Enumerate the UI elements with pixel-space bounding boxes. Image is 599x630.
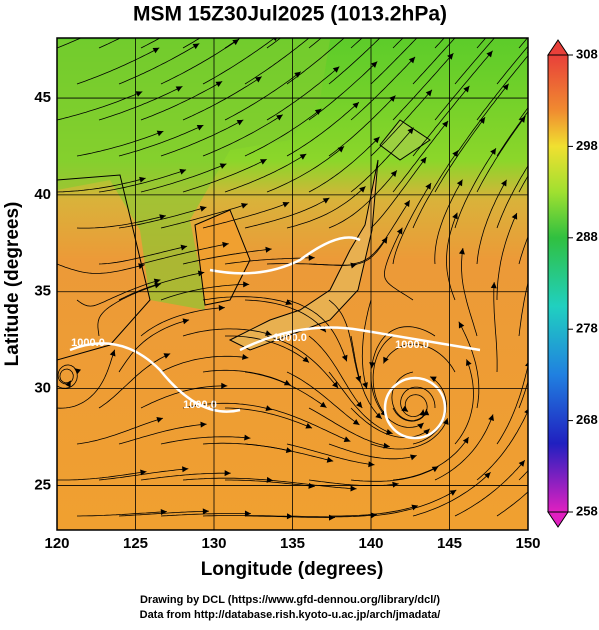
x-tick-label: 145	[437, 535, 462, 552]
streamline-arrow	[586, 84, 592, 91]
colorbar-tick-label: 288	[576, 229, 598, 244]
footer-credit: Drawing by DCL (https://www.gfd-dennou.o…	[140, 594, 440, 606]
footer-source: Data from http://database.rish.kyoto-u.a…	[140, 609, 441, 621]
streamline-arrow	[350, 27, 356, 33]
streamline-arrow	[540, 322, 546, 329]
streamline-arrow	[534, 249, 540, 256]
colorbar	[548, 55, 568, 512]
y-tick-label: 45	[34, 89, 51, 106]
y-tick-label: 25	[34, 476, 51, 493]
streamline-arrow	[467, 17, 473, 23]
streamline-arrow	[579, 367, 584, 374]
colorbar-tick-label: 268	[576, 412, 598, 427]
contour-label: 1000.0	[395, 339, 429, 351]
chart-title: MSM 15Z30Jul2025 (1013.2hPa)	[133, 3, 447, 26]
x-tick-label: 140	[358, 535, 383, 552]
y-tick-label: 30	[34, 380, 51, 397]
streamline-arrow	[311, 31, 318, 37]
streamline-arrow	[507, 16, 513, 22]
colorbar-max-arrow	[548, 40, 568, 55]
colorbar-min-arrow	[548, 512, 568, 527]
map-area: 1000.0 1000.0 1000.0 1000.0	[49, 0, 599, 530]
streamline-arrow	[533, 149, 539, 156]
x-tick-label: 135	[280, 535, 305, 552]
y-tick-label: 40	[34, 186, 51, 203]
x-tick-label: 120	[44, 535, 69, 552]
x-tick-label: 150	[515, 535, 540, 552]
x-tick-label: 130	[201, 535, 226, 552]
x-tick-label: 125	[123, 535, 148, 552]
streamline-arrow	[568, 217, 574, 224]
streamline-arrow	[548, 15, 554, 22]
contour-label: 1000.0	[71, 337, 105, 349]
y-tick-label: 35	[34, 283, 51, 300]
colorbar-tick-label: 278	[576, 321, 598, 336]
contour-label: 1000.0	[273, 332, 307, 344]
y-axis-label: Latitude (degrees)	[2, 202, 23, 367]
colorbar-tick-label: 258	[576, 503, 598, 518]
streamline-arrow	[291, 0, 298, 1]
colorbar-tick-label: 308	[576, 46, 598, 61]
contour-label: 1000.0	[183, 399, 217, 411]
streamline-arrow	[590, 15, 596, 22]
streamline-arrow	[568, 409, 574, 416]
colorbar-tick-label: 298	[576, 138, 598, 153]
x-axis-label: Longitude (degrees)	[201, 559, 384, 580]
